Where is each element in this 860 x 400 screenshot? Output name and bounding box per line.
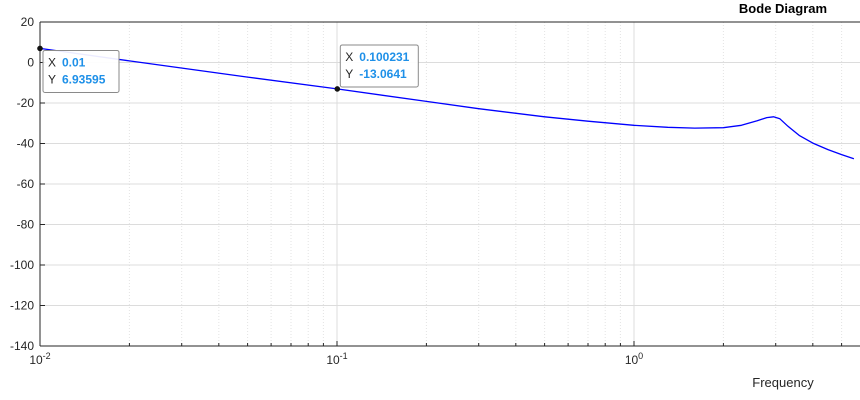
chart-title: Bode Diagram	[739, 1, 827, 16]
datatip-marker[interactable]	[334, 86, 341, 92]
y-tick-label: -120	[10, 299, 34, 313]
y-tick-label: -20	[17, 96, 35, 110]
datatip-box	[339, 44, 419, 88]
x-tick-label: 100	[625, 351, 643, 367]
datatip[interactable]: X 0.01 Y 6.93595	[37, 45, 120, 93]
datatip-y-key: Y	[48, 72, 56, 86]
y-tick-label: -80	[17, 218, 35, 232]
datatip-y-key: Y	[345, 67, 353, 81]
x-tick-labels: 10-2 10-1 100	[29, 351, 643, 367]
y-tick-label: 20	[21, 15, 35, 29]
magnitude-series[interactable]	[39, 47, 855, 160]
y-tick-label: -100	[10, 258, 34, 272]
x-axis-label: Frequency	[752, 375, 814, 390]
y-tick-label: 0	[27, 56, 34, 70]
datatip-y-value: -13.0641	[359, 67, 407, 81]
datatip-box	[42, 49, 120, 93]
datatip-x-key: X	[48, 55, 56, 69]
datatip-x-value: 0.01	[62, 55, 86, 69]
datatips[interactable]: X 0.01 Y 6.93595 X 0.100231 Y -13.0641	[37, 44, 419, 93]
x-tick-label: 10-2	[29, 351, 50, 367]
x-tick-label: 10-1	[326, 351, 347, 367]
y-tick-label: -140	[10, 339, 34, 353]
axes	[39, 21, 860, 347]
magnitude-line[interactable]	[39, 47, 855, 160]
datatip-y-value: 6.93595	[62, 72, 106, 86]
y-tick-label: -60	[17, 177, 35, 191]
y-tick-labels: 20 0 -20 -40 -60 -80 -100 -120 -140	[10, 15, 34, 353]
y-tick-label: -40	[17, 137, 35, 151]
datatip-x-key: X	[345, 50, 353, 64]
datatip[interactable]: X 0.100231 Y -13.0641	[334, 44, 419, 92]
datatip-marker[interactable]	[37, 45, 43, 52]
datatip-x-value: 0.100231	[359, 50, 409, 64]
